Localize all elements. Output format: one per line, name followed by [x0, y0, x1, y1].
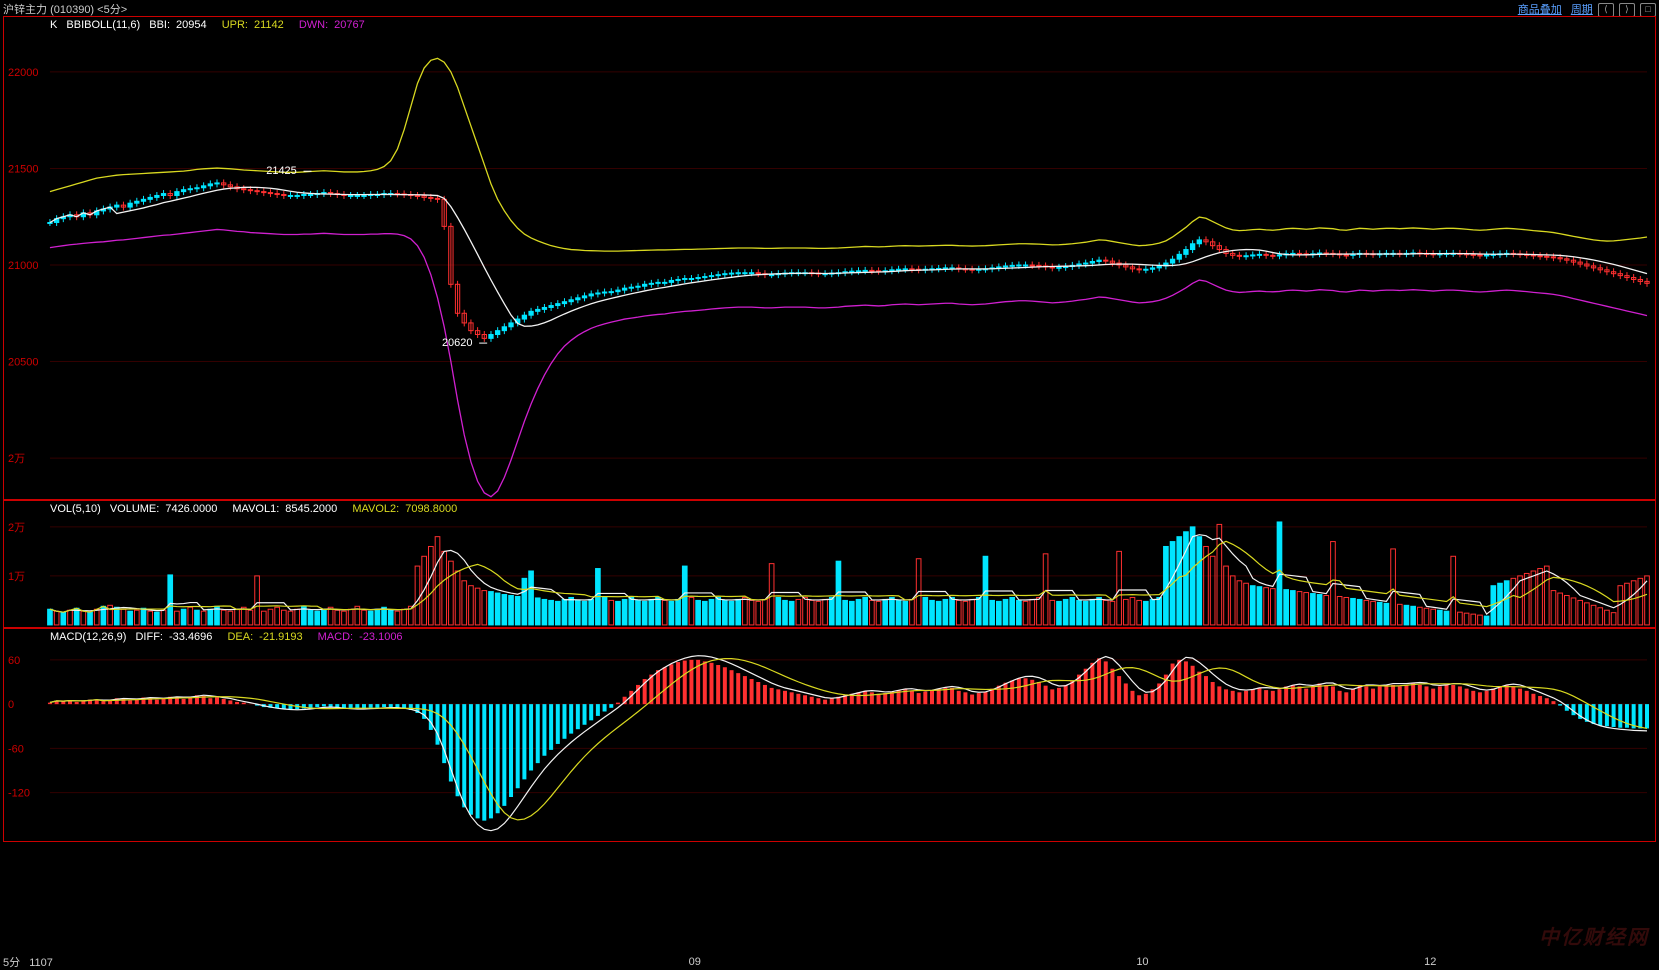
topbar: 沪锌主力 (010390) <5分> 商品叠加 周期 ⟨ ⟩ □ [3, 1, 1656, 15]
xaxis-label: 10 [1136, 956, 1148, 968]
timeframe: <5分> [97, 4, 127, 16]
toolbar: 商品叠加 周期 ⟨ ⟩ □ [1512, 1, 1656, 17]
svg-text:20500: 20500 [8, 357, 39, 369]
macd-panel[interactable]: MACD(12,26,9) DIFF:-33.4696 DEA:-21.9193… [3, 628, 1656, 842]
svg-text:0: 0 [8, 699, 14, 711]
macd-chart: 60 0 -60 -120 [4, 629, 1655, 841]
svg-text:21425: 21425 [266, 165, 297, 177]
bottombar: 5分 1107 09 10 12 [3, 954, 1656, 970]
bottom-tf: 5分 [3, 957, 20, 969]
symbol-code: (010390) [50, 4, 94, 16]
svg-text:-60: -60 [8, 743, 24, 755]
svg-text:1万: 1万 [8, 571, 25, 583]
symbol-name: 沪锌主力 [3, 4, 47, 16]
bottom-count: 1107 [29, 957, 53, 969]
xaxis-label: 09 [689, 956, 701, 968]
price-panel[interactable]: K BBIBOLL(11,6) BBI:20954 UPR:21142 DWN:… [3, 16, 1656, 500]
period-link[interactable]: 周期 [1571, 4, 1593, 16]
svg-text:21500: 21500 [8, 163, 39, 175]
svg-text:60: 60 [8, 655, 20, 667]
svg-text:-120: -120 [8, 788, 30, 800]
volume-chart: 2万 1万 [4, 501, 1655, 627]
volume-panel[interactable]: VOL(5,10) VOLUME:7426.0000 MAVOL1:8545.2… [3, 500, 1656, 628]
price-chart: 22000 21500 21000 20500 2万 21425 20620 [4, 17, 1655, 499]
overlay-link[interactable]: 商品叠加 [1518, 4, 1562, 16]
title: 沪锌主力 (010390) <5分> [3, 1, 127, 17]
maximize-icon[interactable]: □ [1640, 3, 1656, 17]
svg-text:2万: 2万 [8, 522, 25, 534]
svg-text:2万: 2万 [8, 453, 25, 465]
svg-text:20620: 20620 [442, 337, 473, 349]
chart-frame: 沪锌主力 (010390) <5分> 商品叠加 周期 ⟨ ⟩ □ K BBIBO… [0, 0, 1659, 970]
watermark: 中亿财经网 [1539, 921, 1649, 950]
next-icon[interactable]: ⟩ [1619, 3, 1635, 17]
svg-text:22000: 22000 [8, 67, 39, 79]
prev-icon[interactable]: ⟨ [1598, 3, 1614, 17]
xaxis-label: 12 [1424, 956, 1436, 968]
svg-text:21000: 21000 [8, 260, 39, 272]
